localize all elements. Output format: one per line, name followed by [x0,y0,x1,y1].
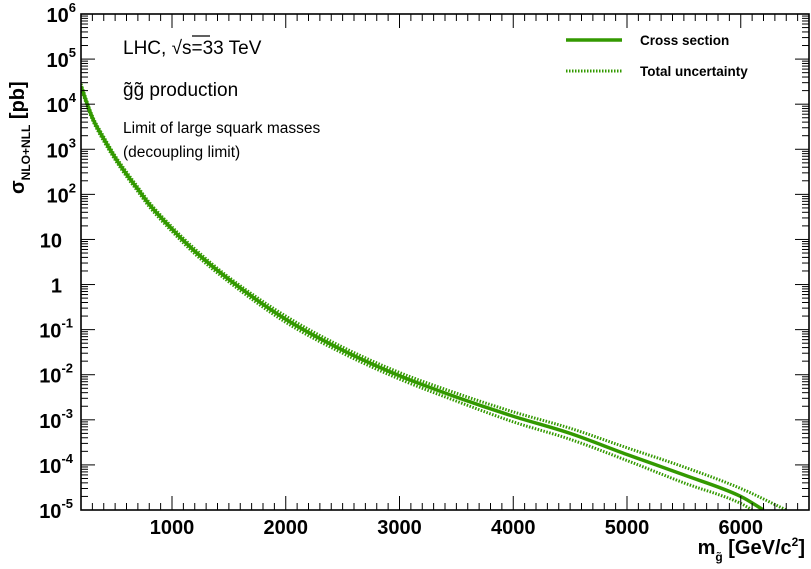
y-tick-label-base: 10 [39,456,61,478]
y-tick-label: 104 [47,90,77,117]
y-tick-label: 10-5 [39,496,73,523]
y-tick-label: 1 [51,276,62,298]
x-tick-label: 2000 [264,517,309,539]
y-axis-title-suffix: [pb] [7,81,29,124]
y-tick-label-exponent: -3 [61,406,73,421]
y-tick-label-exponent: 4 [69,90,77,105]
tick-labels-layer: 1000 2000 3000 4000 5000 600010-510-410-310-2… [39,0,763,539]
x-axis-title-sup: 2 [792,535,799,549]
y-tick-label-base: 10 [39,366,61,388]
y-tick-label-base: 10 [47,185,69,207]
y-tick-label-exponent: 2 [69,180,76,195]
uncertainty-lower-line [81,88,753,510]
y-tick-label-base: 10 [47,95,69,117]
y-tick-label-base: 1 [51,276,62,298]
cross-section-line [81,85,765,510]
y-tick-label: 103 [47,135,76,162]
y-tick-label-exponent: -1 [61,316,73,331]
y-tick-label: 106 [47,0,76,27]
y-tick-label-base: 10 [40,230,62,252]
x-tick-label: 6000 [719,517,764,539]
y-tick-label: 10-3 [39,406,73,433]
x-axis-title-end: ] [798,537,805,559]
y-tick-label-base: 10 [47,5,69,27]
x-tick-label: 4000 [491,517,536,539]
x-axis-title-prefix: m [698,537,716,559]
y-tick-label-exponent: 5 [69,45,76,60]
x-axis-title-subscript: g̃ [715,550,722,564]
y-tick-label-exponent: 3 [69,135,76,150]
y-tick-label: 10 [40,230,62,252]
y-tick-label-exponent: 6 [69,0,76,15]
y-tick-label-exponent: -2 [61,361,73,376]
series-layer [81,83,787,510]
annotation-production: g̃g̃ production [123,80,238,101]
annotation-limit: Limit of large squark masses [123,120,321,137]
y-tick-label: 10-2 [39,361,73,388]
y-tick-label-base: 10 [47,140,69,162]
annotation-decoupling: (decoupling limit) [123,144,240,161]
uncertainty-upper-line [81,83,787,510]
annotation-lhc: LHC, √s=33 TeV [123,38,262,59]
x-tick-label: 3000 [377,517,422,539]
x-axis-title-suffix: [GeV/c [723,537,792,559]
legend: Cross section Total uncertainty [566,33,748,79]
y-tick-label-base: 10 [39,501,61,523]
y-tick-label-base: 10 [39,321,61,343]
legend-label-cross-section: Cross section [640,33,729,48]
y-axis-title: σNLO+NLL [pb] [7,81,33,194]
y-axis-title-prefix: σ [7,180,29,194]
y-tick-label: 105 [47,45,76,72]
y-tick-label-exponent: -5 [61,496,73,511]
x-axis-title: mg̃ [GeV/c2] [698,535,805,564]
ticks-layer [80,13,810,511]
y-tick-label-exponent: -4 [61,451,73,466]
x-tick-label: 5000 [605,517,650,539]
y-tick-label: 10-1 [39,316,73,343]
y-tick-label: 10-4 [39,451,74,478]
y-tick-label: 102 [47,180,76,207]
y-tick-label-base: 10 [47,50,69,72]
y-axis-title-subscript: NLO+NLL [19,125,33,181]
legend-label-total-uncertainty: Total uncertainty [640,64,748,79]
y-tick-label-base: 10 [39,411,61,433]
x-tick-label: 1000 [150,517,195,539]
